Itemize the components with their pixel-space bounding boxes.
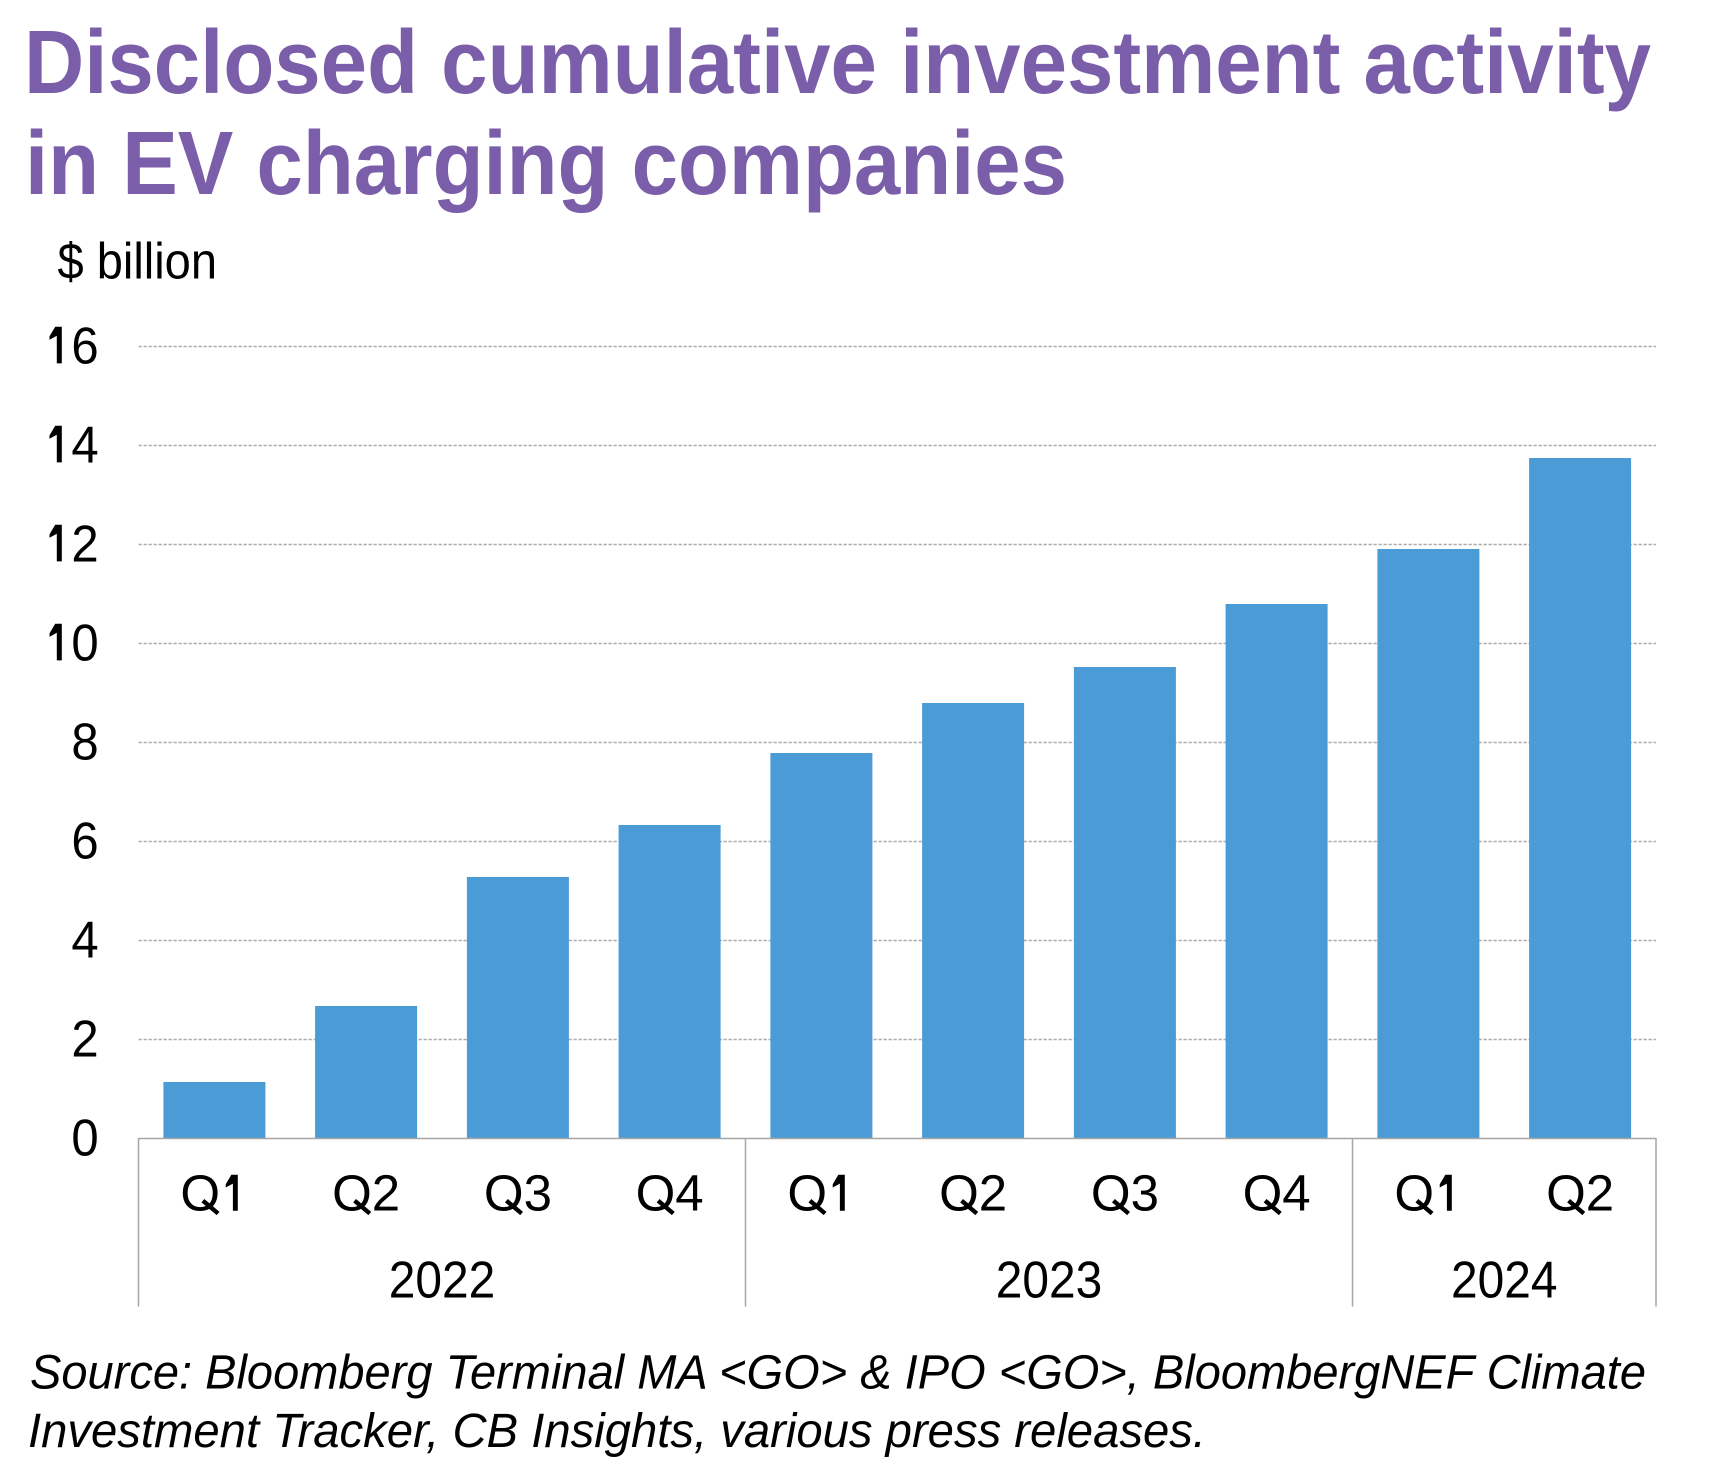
svg-text:O: O: [332, 1165, 372, 1222]
svg-text:8: 8: [71, 713, 98, 771]
svg-text:2: 2: [1586, 1165, 1614, 1222]
svg-text:4: 4: [1282, 1165, 1310, 1222]
svg-text:O: O: [1546, 1165, 1586, 1222]
svg-text:$ billion: $ billion: [58, 233, 218, 290]
svg-text:O: O: [636, 1165, 676, 1222]
svg-text:O: O: [484, 1165, 524, 1222]
svg-text:6: 6: [71, 317, 98, 375]
svg-text:2022: 2022: [389, 1252, 496, 1310]
svg-text:O: O: [180, 1165, 220, 1222]
svg-text:2: 2: [979, 1165, 1007, 1222]
svg-text:3: 3: [1131, 1165, 1159, 1222]
svg-text:O: O: [787, 1165, 827, 1222]
svg-text:O: O: [1243, 1165, 1283, 1222]
svg-text:2: 2: [71, 1010, 98, 1068]
svg-text:2: 2: [71, 515, 98, 573]
svg-text:Source: Bloomberg Terminal MA: Source: Bloomberg Terminal MA <GO> & IPO…: [30, 1347, 1646, 1400]
svg-text:2024: 2024: [1451, 1252, 1558, 1310]
svg-text:O: O: [1091, 1165, 1131, 1222]
svg-text:O: O: [1394, 1165, 1434, 1222]
svg-text:4: 4: [71, 911, 98, 969]
svg-text:4: 4: [71, 416, 98, 474]
svg-text:2023: 2023: [996, 1252, 1103, 1310]
svg-text:2: 2: [372, 1165, 400, 1222]
svg-text:in EV charging companies: in EV charging companies: [25, 114, 1067, 214]
svg-text:4: 4: [675, 1165, 703, 1222]
svg-text:Disclosed cumulative investmen: Disclosed cumulative investment activity: [24, 13, 1651, 113]
svg-text:Investment Tracker, CB Insight: Investment Tracker, CB Insights, various…: [28, 1405, 1206, 1458]
svg-text:3: 3: [524, 1165, 552, 1222]
svg-text:6: 6: [71, 812, 98, 870]
svg-text:0: 0: [71, 1109, 98, 1167]
svg-text:0: 0: [71, 614, 98, 672]
svg-text:O: O: [939, 1165, 979, 1222]
